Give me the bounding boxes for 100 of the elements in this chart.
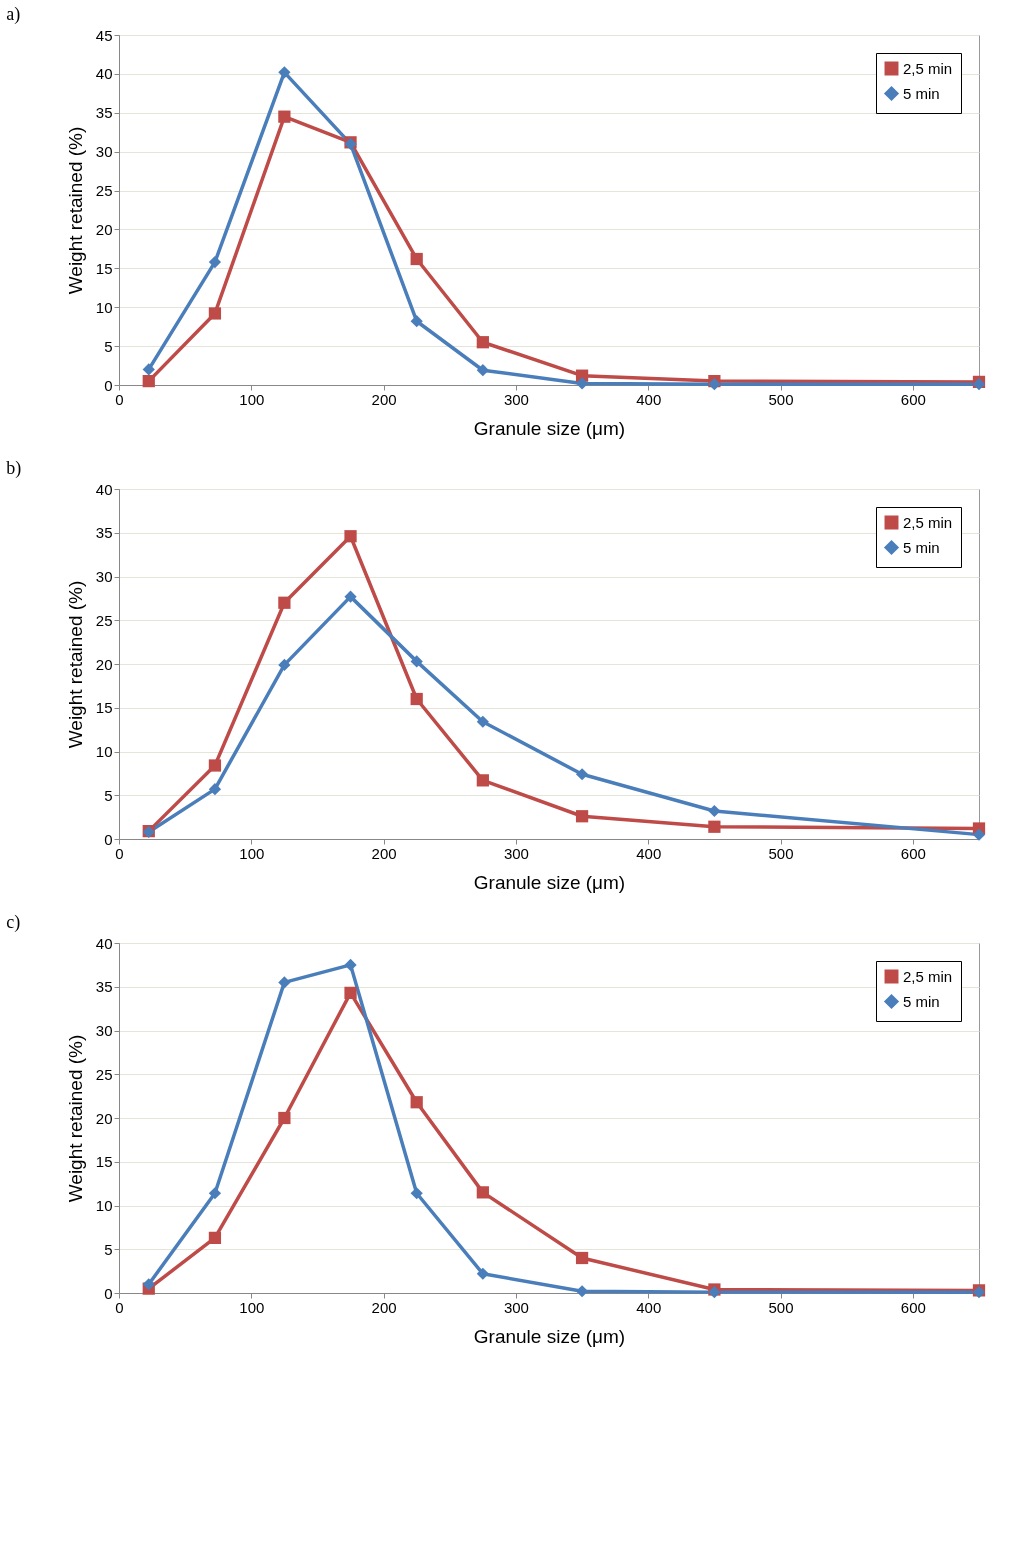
- point: [208, 783, 222, 796]
- y-tick-label: 25: [95, 182, 113, 200]
- legend-label: 5 min: [903, 992, 940, 1010]
- y-tick-label: 10: [95, 1197, 113, 1214]
- x-tick-label: 400: [636, 1298, 662, 1316]
- y-axis-title: Weight retained (%): [64, 580, 86, 749]
- point: [142, 363, 155, 376]
- x-tick-label: 0: [115, 844, 124, 862]
- y-tick-label: 0: [104, 1284, 113, 1302]
- y-tick-label: 5: [104, 1240, 113, 1258]
- point: [410, 315, 423, 328]
- x-tick-label: 400: [636, 844, 662, 862]
- point: [575, 810, 589, 823]
- point: [476, 774, 489, 787]
- y-tick-label: 25: [95, 1065, 113, 1083]
- point: [208, 255, 222, 269]
- point: [575, 1251, 589, 1265]
- point: [476, 1267, 489, 1280]
- point: [476, 364, 489, 377]
- point: [278, 658, 291, 671]
- point: [142, 1278, 155, 1291]
- point: [410, 1096, 423, 1109]
- x-tick-label: 500: [768, 1298, 794, 1316]
- point: [708, 804, 721, 818]
- point: [208, 759, 222, 772]
- point: [410, 1187, 423, 1200]
- point: [344, 986, 357, 999]
- x-tick-label: 300: [503, 390, 529, 408]
- y-axis-title: Weight retained (%): [64, 1034, 86, 1203]
- y-tick-label: 40: [95, 934, 113, 952]
- x-tick-label: 100: [239, 1298, 265, 1316]
- point: [476, 715, 489, 728]
- chart-title: c): [6, 912, 21, 933]
- y-tick-label: 35: [95, 104, 113, 122]
- x-tick-label: 300: [503, 844, 529, 862]
- point: [575, 768, 589, 781]
- y-tick-label: 15: [95, 699, 113, 717]
- legend-label: 5 min: [903, 538, 940, 556]
- x-tick-label: 500: [768, 390, 794, 408]
- point: [575, 1285, 589, 1298]
- y-tick-label: 0: [104, 376, 113, 394]
- point: [208, 1187, 222, 1200]
- y-tick-label: 10: [95, 298, 113, 316]
- y-tick-label: 30: [95, 1022, 113, 1039]
- point: [344, 958, 357, 971]
- legend-label: 2,5 min: [903, 513, 953, 531]
- point: [476, 1186, 489, 1199]
- x-axis-title: Granule size (μm): [473, 417, 626, 439]
- point: [344, 530, 357, 543]
- x-tick-label: 600: [900, 844, 926, 862]
- point: [278, 1111, 291, 1125]
- y-tick-label: 45: [95, 26, 113, 44]
- point: [278, 110, 291, 123]
- y-tick-label: 0: [104, 830, 113, 848]
- y-tick-label: 30: [95, 143, 113, 161]
- y-tick-label: 10: [95, 743, 113, 760]
- y-tick-label: 20: [95, 220, 113, 238]
- y-tick-label: 20: [95, 1109, 113, 1127]
- x-tick-label: 200: [371, 1298, 397, 1316]
- x-tick-label: 400: [636, 390, 662, 408]
- x-tick-label: 0: [115, 390, 124, 408]
- point: [278, 596, 291, 609]
- y-tick-label: 20: [95, 655, 113, 673]
- point: [208, 307, 222, 320]
- point: [708, 820, 721, 833]
- y-tick-label: 30: [95, 568, 113, 585]
- y-tick-label: 35: [95, 978, 113, 996]
- point: [278, 976, 291, 989]
- y-tick-label: 15: [95, 1153, 113, 1171]
- y-tick-label: 35: [95, 524, 113, 542]
- x-tick-label: 200: [371, 390, 397, 408]
- y-tick-label: 40: [95, 65, 113, 83]
- chart-title: b): [6, 458, 22, 479]
- chart-title: a): [6, 4, 21, 25]
- x-tick-label: 600: [900, 390, 926, 408]
- y-tick-label: 5: [104, 786, 113, 804]
- point: [344, 590, 357, 603]
- y-tick-label: 5: [104, 337, 113, 355]
- y-axis-title: Weight retained (%): [64, 126, 86, 295]
- point: [410, 692, 423, 706]
- x-axis-title: Granule size (μm): [473, 871, 626, 893]
- point: [410, 252, 423, 266]
- point: [208, 1231, 222, 1244]
- point: [575, 377, 589, 390]
- x-tick-label: 500: [768, 844, 794, 862]
- point: [972, 828, 986, 841]
- legend-label: 5 min: [903, 84, 940, 102]
- legend-label: 2,5 min: [903, 59, 953, 77]
- y-tick-label: 40: [95, 480, 113, 498]
- point: [278, 66, 291, 79]
- x-axis-title: Granule size (μm): [473, 1325, 626, 1347]
- y-tick-label: 25: [95, 611, 113, 629]
- x-tick-label: 300: [503, 1298, 529, 1316]
- point: [476, 336, 489, 349]
- point: [142, 374, 155, 388]
- point: [410, 655, 423, 668]
- y-tick-label: 15: [95, 259, 113, 277]
- x-tick-label: 0: [115, 1298, 124, 1316]
- x-tick-label: 100: [239, 390, 265, 408]
- legend-label: 2,5 min: [903, 967, 953, 985]
